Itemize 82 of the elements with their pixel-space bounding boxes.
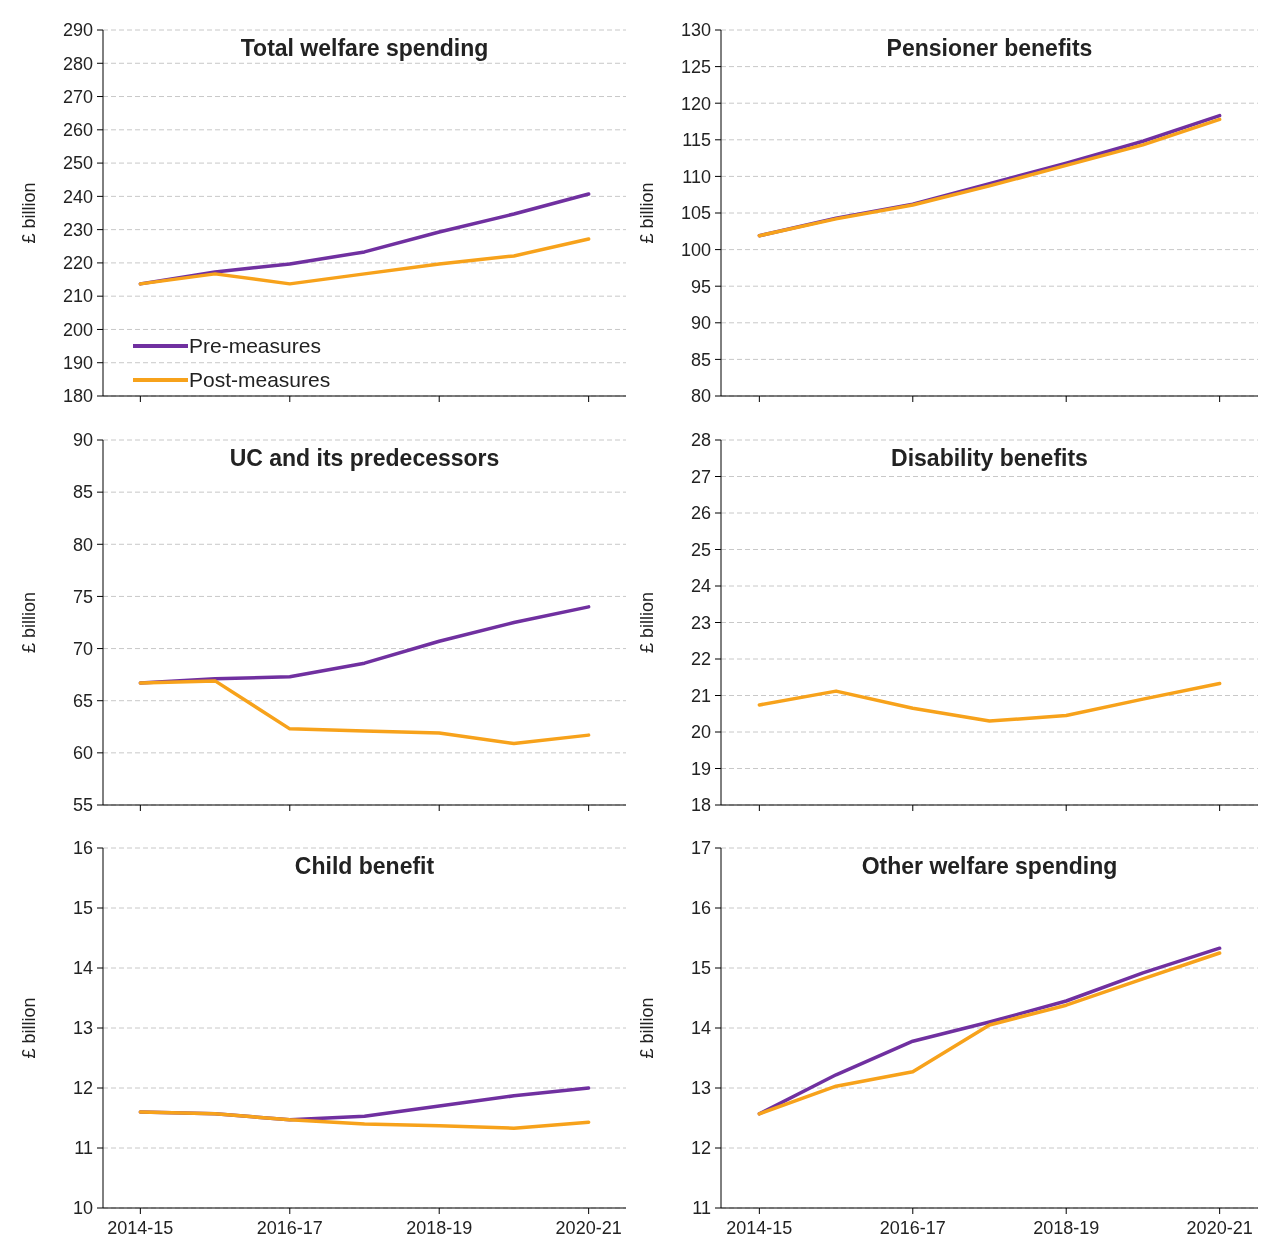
- y-tick-label: 12: [690, 1138, 711, 1159]
- y-tick-label: 100: [680, 239, 711, 260]
- y-tick-label: 230: [62, 219, 93, 240]
- x-tick-label: 2018-19: [406, 1218, 473, 1238]
- y-tick-label: 220: [62, 253, 93, 274]
- y-tick-label: 13: [72, 1018, 93, 1039]
- y-tick-label: 25: [690, 539, 711, 560]
- chart-title: Child benefit: [294, 853, 435, 879]
- y-tick-label: 180: [62, 386, 93, 407]
- y-tick-label: 28: [690, 430, 711, 451]
- y-tick-label: 17: [690, 838, 711, 859]
- y-tick-label: 95: [690, 276, 711, 297]
- y-tick-label: 24: [690, 576, 711, 597]
- y-tick-label: 15: [72, 898, 93, 919]
- y-tick-label: 22: [690, 649, 711, 670]
- y-tick-label: 60: [72, 743, 93, 764]
- y-tick-label: 65: [72, 691, 93, 712]
- y-tick-label: 11: [74, 1138, 93, 1159]
- y-tick-label: 85: [72, 482, 93, 503]
- legend-label: Post-measures: [189, 368, 331, 392]
- y-tick-label: 200: [62, 319, 93, 340]
- y-axis-title: £ billion: [19, 182, 39, 244]
- line-series: [138, 237, 591, 286]
- y-tick-label: 55: [72, 795, 93, 816]
- y-tick-label: 19: [690, 758, 711, 779]
- line-series: [138, 679, 591, 746]
- y-tick-label: 11: [692, 1198, 711, 1219]
- chart-title: UC and its predecessors: [229, 445, 500, 471]
- y-axis-title: £ billion: [19, 591, 39, 654]
- y-tick-label: 13: [690, 1078, 711, 1099]
- x-tick-label: 2014-15: [107, 1218, 174, 1238]
- y-tick-label: 14: [72, 958, 93, 979]
- y-tick-label: 260: [62, 120, 93, 141]
- y-tick-label: 130: [680, 20, 711, 41]
- y-tick-label: 125: [680, 56, 711, 77]
- y-tick-label: 70: [72, 638, 93, 659]
- chart-title: Other welfare spending: [861, 853, 1118, 879]
- line-series: [138, 1110, 591, 1130]
- y-tick-label: 120: [680, 93, 711, 114]
- x-tick-label: 2018-19: [1033, 1218, 1100, 1238]
- y-tick-label: 18: [690, 795, 711, 816]
- y-tick-label: 23: [690, 612, 711, 633]
- chart-title: Total welfare spending: [240, 35, 489, 61]
- y-axis-title: £ billion: [19, 997, 39, 1059]
- y-tick-label: 16: [72, 838, 93, 859]
- y-tick-label: 80: [690, 386, 711, 407]
- x-tick-label: 2014-15: [726, 1218, 793, 1238]
- y-axis-title: £ billion: [637, 182, 657, 244]
- x-tick-label: 2020-21: [1186, 1218, 1253, 1238]
- x-tick-label: 2020-21: [555, 1218, 622, 1238]
- y-tick-label: 290: [62, 20, 93, 41]
- y-tick-label: 90: [72, 430, 93, 451]
- legend-label: Pre-measures: [189, 334, 321, 358]
- y-tick-label: 21: [690, 685, 711, 706]
- y-tick-label: 14: [690, 1018, 711, 1039]
- chart-title: Pensioner benefits: [886, 35, 1093, 61]
- y-tick-label: 115: [682, 130, 711, 151]
- y-tick-label: 16: [690, 898, 711, 919]
- y-tick-label: 85: [690, 349, 711, 370]
- line-series: [757, 681, 1222, 723]
- chart-title: Disability benefits: [891, 445, 1088, 471]
- y-tick-label: 240: [62, 186, 93, 207]
- y-tick-label: 190: [62, 353, 93, 374]
- y-axis-title: £ billion: [637, 591, 657, 654]
- y-tick-label: 90: [690, 313, 711, 334]
- y-tick-label: 250: [62, 153, 93, 174]
- y-tick-label: 270: [62, 86, 93, 107]
- x-tick-label: 2016-17: [256, 1218, 323, 1238]
- y-axis-title: £ billion: [637, 997, 657, 1059]
- y-tick-label: 15: [690, 958, 711, 979]
- y-tick-label: 75: [72, 586, 93, 607]
- x-tick-label: 2016-17: [879, 1218, 946, 1238]
- y-tick-label: 12: [72, 1078, 93, 1099]
- y-tick-label: 10: [72, 1198, 93, 1219]
- y-tick-label: 280: [62, 53, 93, 74]
- y-tick-label: 26: [690, 503, 711, 524]
- y-tick-label: 210: [62, 286, 93, 307]
- y-tick-label: 27: [690, 466, 711, 487]
- y-tick-label: 105: [680, 203, 711, 224]
- y-tick-label: 110: [682, 166, 711, 187]
- y-tick-label: 80: [72, 534, 93, 555]
- y-tick-label: 20: [690, 722, 711, 743]
